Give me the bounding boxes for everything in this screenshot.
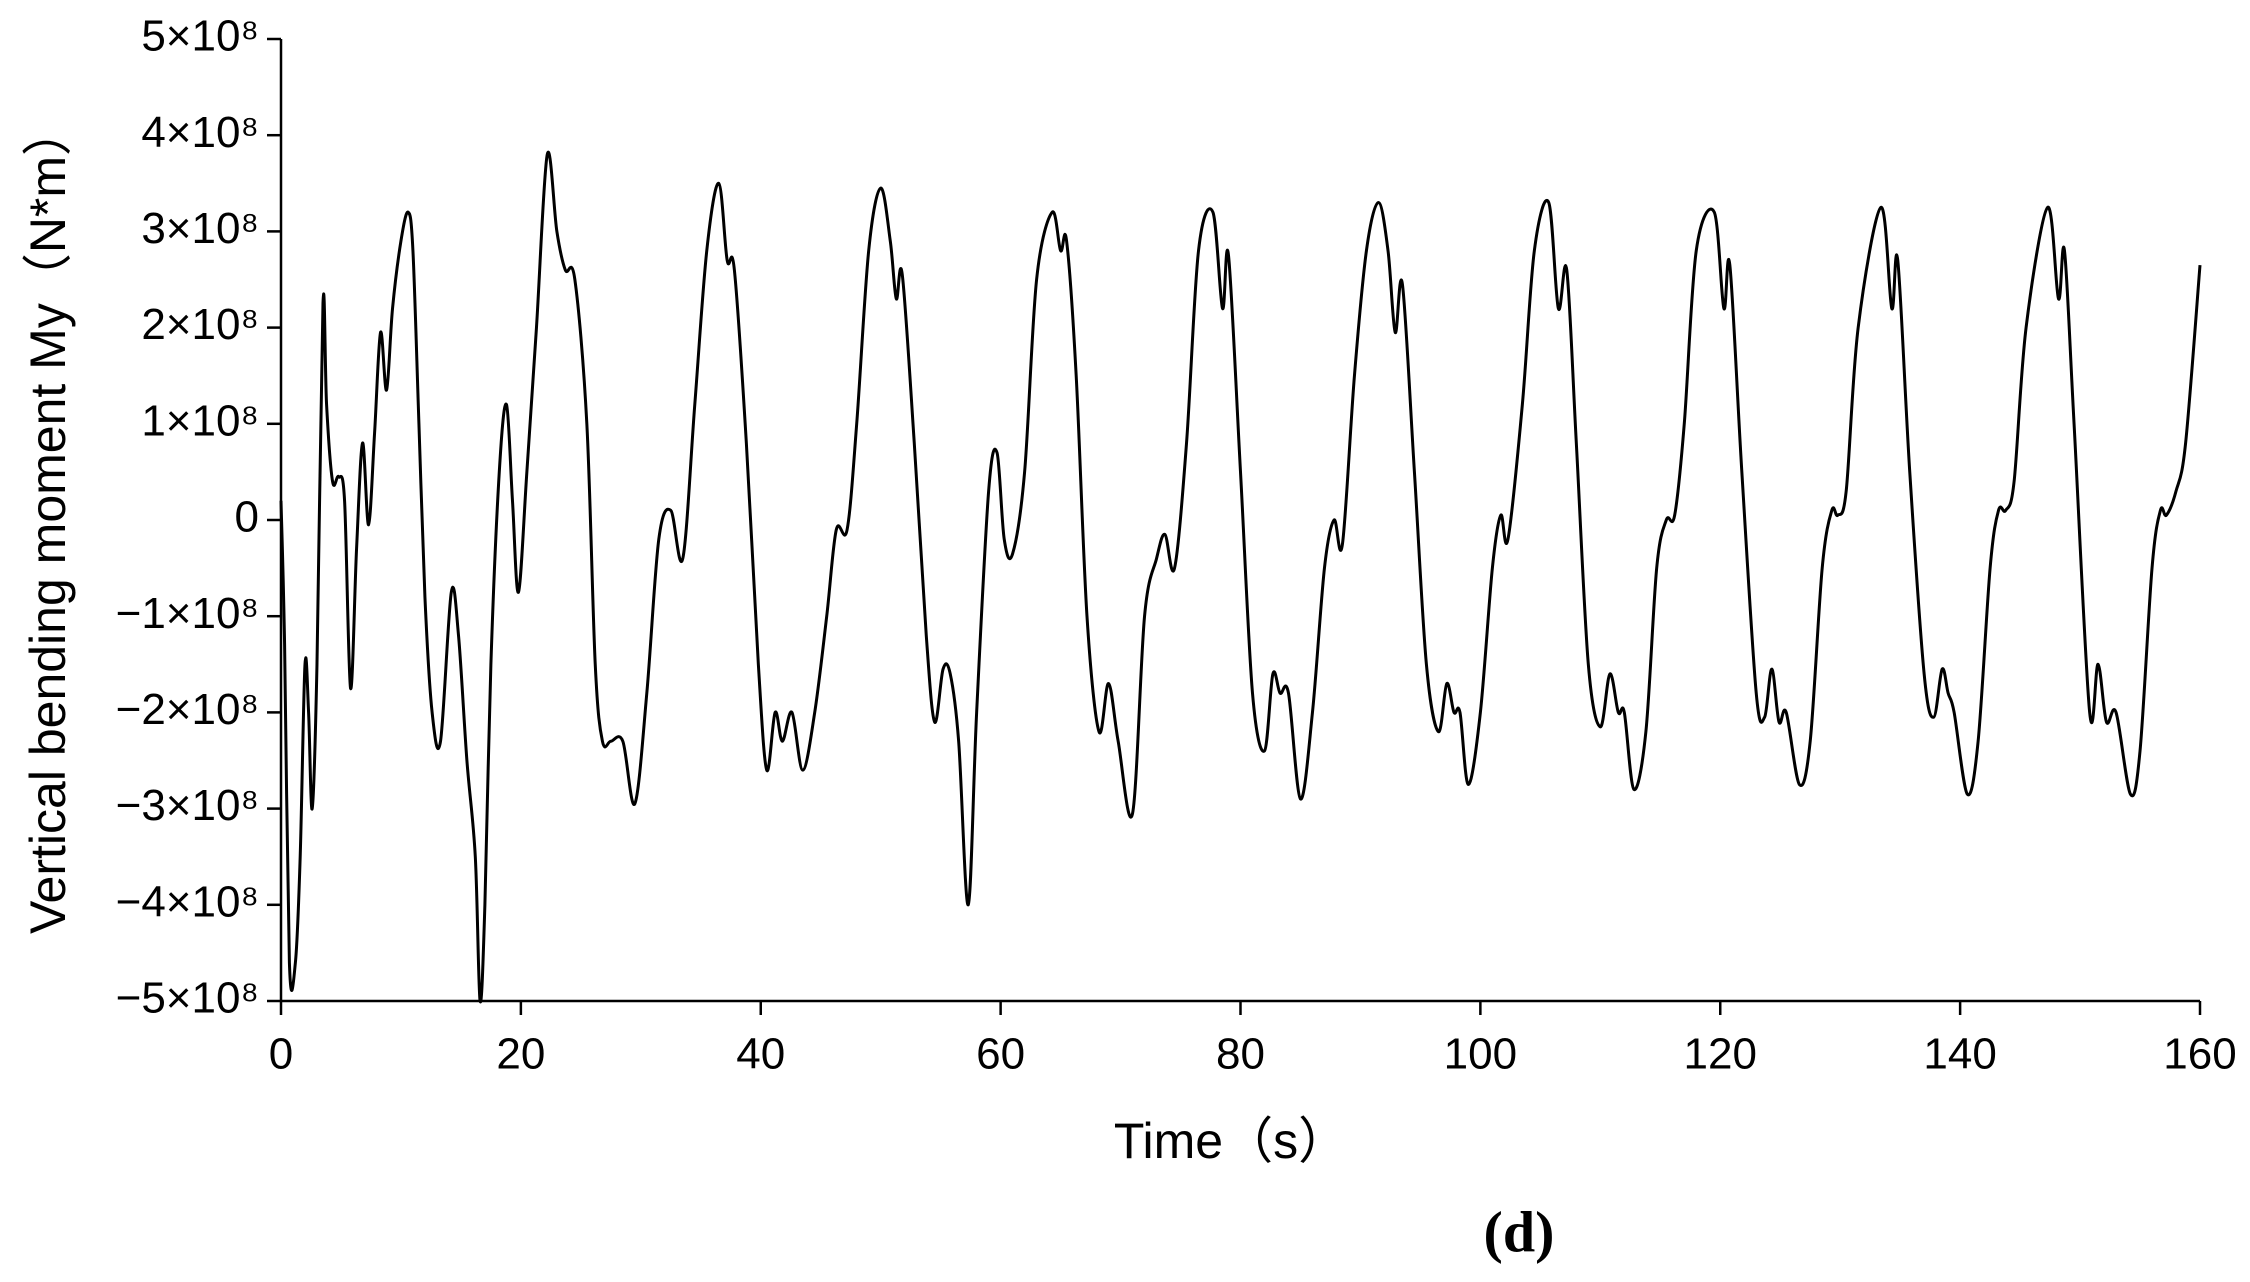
x-tick-label: 120 bbox=[1684, 1030, 1757, 1079]
x-tick-label: 20 bbox=[496, 1030, 545, 1079]
x-tick-label: 0 bbox=[269, 1030, 293, 1079]
y-tick-label: −5×10⁸ bbox=[116, 974, 259, 1023]
x-tick-label: 100 bbox=[1444, 1030, 1517, 1079]
y-tick-label: 4×10⁸ bbox=[141, 108, 259, 157]
y-axis-label: Vertical bending moment My（N*m） bbox=[20, 106, 76, 934]
y-tick-label: −1×10⁸ bbox=[116, 589, 259, 638]
x-tick-label: 140 bbox=[1923, 1030, 1996, 1079]
y-tick-label: −2×10⁸ bbox=[116, 685, 259, 734]
x-tick-label: 160 bbox=[2163, 1030, 2236, 1079]
x-tick-label: 80 bbox=[1216, 1030, 1265, 1079]
x-tick-label: 60 bbox=[976, 1030, 1025, 1079]
y-tick-label: −3×10⁸ bbox=[116, 781, 259, 830]
x-tick-label: 40 bbox=[736, 1030, 785, 1079]
y-tick-label: 5×10⁸ bbox=[141, 12, 259, 61]
panel-label: (d) bbox=[1484, 1199, 1555, 1264]
y-tick-label: −4×10⁸ bbox=[116, 877, 259, 926]
data-line bbox=[279, 150, 2202, 1004]
x-axis-label: Time（s） bbox=[1114, 1113, 1348, 1169]
y-tick-label: 2×10⁸ bbox=[141, 300, 259, 349]
y-tick-label: 0 bbox=[235, 493, 259, 542]
y-tick-label: 1×10⁸ bbox=[141, 396, 259, 445]
y-tick-label: 3×10⁸ bbox=[141, 204, 259, 253]
